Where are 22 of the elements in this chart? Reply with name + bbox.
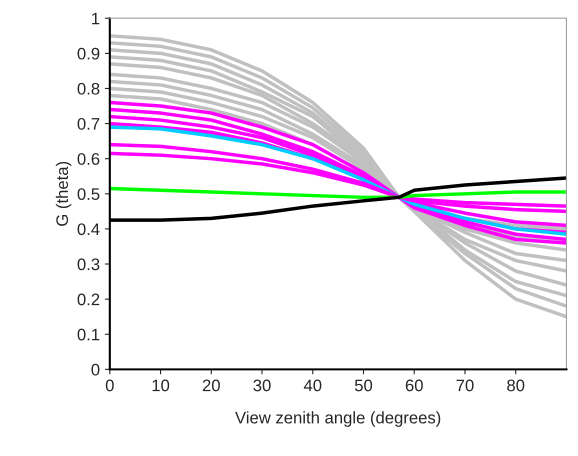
y-tick-label: 0 <box>91 364 100 376</box>
y-axis-title: G (theta) <box>56 162 72 226</box>
x-tick-label: 70 <box>456 380 474 392</box>
x-tick-label: 60 <box>406 380 423 392</box>
y-tick-label: 0.1 <box>78 328 100 340</box>
y-tick-label: 0.5 <box>78 188 100 200</box>
y-tick-label: 0.2 <box>78 294 100 306</box>
y-tick-label: 0.6 <box>78 153 100 165</box>
x-tick-label: 40 <box>304 380 322 392</box>
x-tick-label: 20 <box>202 380 220 392</box>
x-tick-label: 10 <box>152 380 170 392</box>
y-tick-label: 0.3 <box>78 258 100 270</box>
y-tick-label: 1 <box>92 12 100 24</box>
x-tick-label: 30 <box>253 380 271 392</box>
x-axis-title: View zenith angle (degrees) <box>235 411 440 427</box>
y-tick-label: 0.7 <box>78 118 100 130</box>
y-tick-label: 0.4 <box>78 223 100 236</box>
y-tick-label: 0.8 <box>78 82 100 95</box>
x-tick-label: 80 <box>507 380 524 392</box>
x-tick-label: 50 <box>354 380 372 392</box>
y-tick-label: 0.9 <box>78 48 100 60</box>
x-tick-label: 0 <box>106 380 114 392</box>
